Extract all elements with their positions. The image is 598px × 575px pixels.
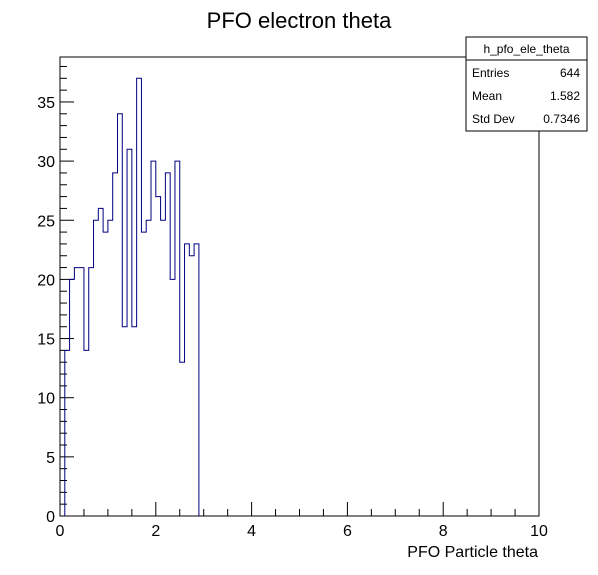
y-tick-label: 20 [37, 272, 55, 289]
stats-histogram-name: h_pfo_ele_theta [483, 42, 569, 56]
histogram-bin [175, 161, 180, 516]
histogram-bin [113, 173, 118, 516]
x-axis-label: PFO Particle theta [407, 544, 538, 561]
histogram-bin [170, 279, 175, 516]
histogram-outline [64, 77, 200, 516]
histogram-bin [185, 244, 190, 516]
histogram-bin [156, 197, 161, 516]
y-tick-label: 0 [46, 509, 55, 526]
histogram-bin [74, 268, 79, 516]
histogram-bin [89, 268, 94, 516]
histogram-bin [165, 173, 170, 516]
histogram-bin [180, 362, 185, 516]
histogram-bin [103, 232, 108, 516]
histogram-bin [137, 78, 142, 516]
histogram-bin [108, 220, 113, 516]
y-tick-label: 35 [37, 95, 55, 112]
axis-tick-labels: 0 2 4 6 8 10 0 5 10 15 20 25 30 35 [37, 95, 548, 540]
histogram-bin [194, 244, 199, 516]
histogram-bin [122, 327, 127, 516]
histogram-bin [146, 220, 151, 516]
stats-entries-value: 644 [560, 66, 580, 80]
histogram-bin [127, 149, 132, 516]
histogram-bin [189, 256, 194, 516]
histogram-bin [84, 350, 89, 516]
y-tick-label: 15 [37, 332, 55, 349]
histogram-bin [132, 327, 137, 516]
x-tick-label: 8 [439, 523, 448, 540]
y-tick-label: 5 [46, 450, 55, 467]
stats-mean-value: 1.582 [550, 89, 580, 103]
x-tick-label: 6 [343, 523, 352, 540]
stats-entries-label: Entries [472, 66, 509, 80]
x-tick-label: 10 [530, 523, 548, 540]
chart-title: PFO electron theta [207, 8, 392, 33]
x-tick-label: 0 [56, 523, 65, 540]
y-tick-label: 25 [37, 213, 55, 230]
stats-box: h_pfo_ele_theta Entries 644 Mean 1.582 S… [465, 36, 588, 132]
y-tick-label: 10 [37, 391, 55, 408]
stats-mean-label: Mean [472, 89, 502, 103]
x-tick-label: 2 [151, 523, 160, 540]
histogram-bin [79, 268, 84, 516]
x-tick-label: 4 [247, 523, 256, 540]
y-tick-label: 30 [37, 154, 55, 171]
histogram-bin [151, 161, 156, 516]
stats-stddev-label: Std Dev [472, 112, 515, 126]
histogram-bin [161, 220, 166, 516]
histogram-bin [141, 232, 146, 516]
histogram-bin [98, 208, 103, 516]
stats-box-frame [465, 36, 588, 132]
histogram-bin [94, 220, 99, 516]
stats-stddev-value: 0.7346 [543, 112, 580, 126]
histogram-bin [117, 114, 122, 516]
axis-ticks [59, 65, 540, 517]
